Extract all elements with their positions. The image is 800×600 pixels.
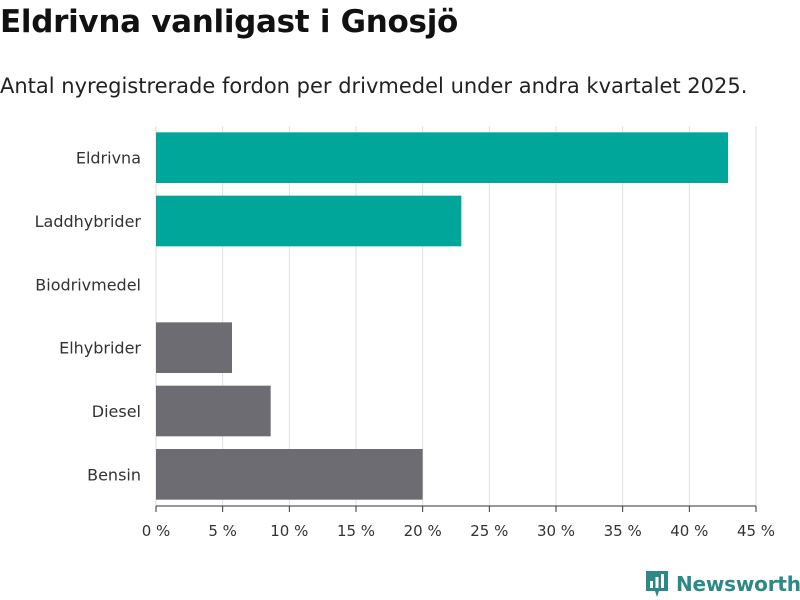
- x-tick-label: 45 %: [737, 522, 775, 540]
- category-label-bensin: Bensin: [87, 465, 141, 484]
- category-labels: Eldrivna Laddhybrider Biodrivmedel Elhybrid…: [35, 149, 142, 485]
- x-tick-label: 25 %: [470, 522, 508, 540]
- bars: [156, 132, 728, 500]
- category-label-eldrivna: Eldrivna: [76, 149, 141, 168]
- chart-title: Eldrivna vanligast i Gnosjö: [0, 4, 459, 40]
- bar-chart: Eldrivna Laddhybrider Biodrivmedel Elhybrid…: [35, 126, 775, 540]
- x-tick-label: 5 %: [208, 522, 237, 540]
- category-label-diesel: Diesel: [92, 402, 141, 421]
- x-tick-label: 15 %: [337, 522, 375, 540]
- x-tick-label: 35 %: [604, 522, 642, 540]
- grid-lines: [155, 126, 757, 512]
- x-tick-label: 10 %: [270, 522, 308, 540]
- x-tick-label: 20 %: [404, 522, 442, 540]
- category-label-laddhybrider: Laddhybrider: [35, 212, 142, 231]
- category-label-elhybrider: Elhybrider: [59, 339, 141, 358]
- bar-eldrivna: [156, 132, 728, 183]
- bar-elhybrider: [156, 322, 232, 373]
- x-tick-label: 0 %: [142, 522, 171, 540]
- category-label-biodrivmedel: Biodrivmedel: [35, 275, 141, 294]
- x-tick-labels: 0 % 5 % 10 % 15 % 20 % 25 % 30 % 35 % 40 % 45 %: [142, 522, 775, 540]
- brand-logo: Newsworthy: [644, 568, 800, 600]
- bar-bensin: [156, 449, 423, 500]
- chart-subtitle: Antal nyregistrerade fordon per drivmede…: [0, 74, 748, 98]
- x-tick-label: 40 %: [670, 522, 708, 540]
- newsworthy-logo-icon: [646, 571, 668, 597]
- bar-laddhybrider: [156, 195, 462, 247]
- bar-diesel: [156, 385, 271, 437]
- x-tick-label: 30 %: [537, 522, 575, 540]
- brand-name: Newsworthy: [676, 572, 800, 596]
